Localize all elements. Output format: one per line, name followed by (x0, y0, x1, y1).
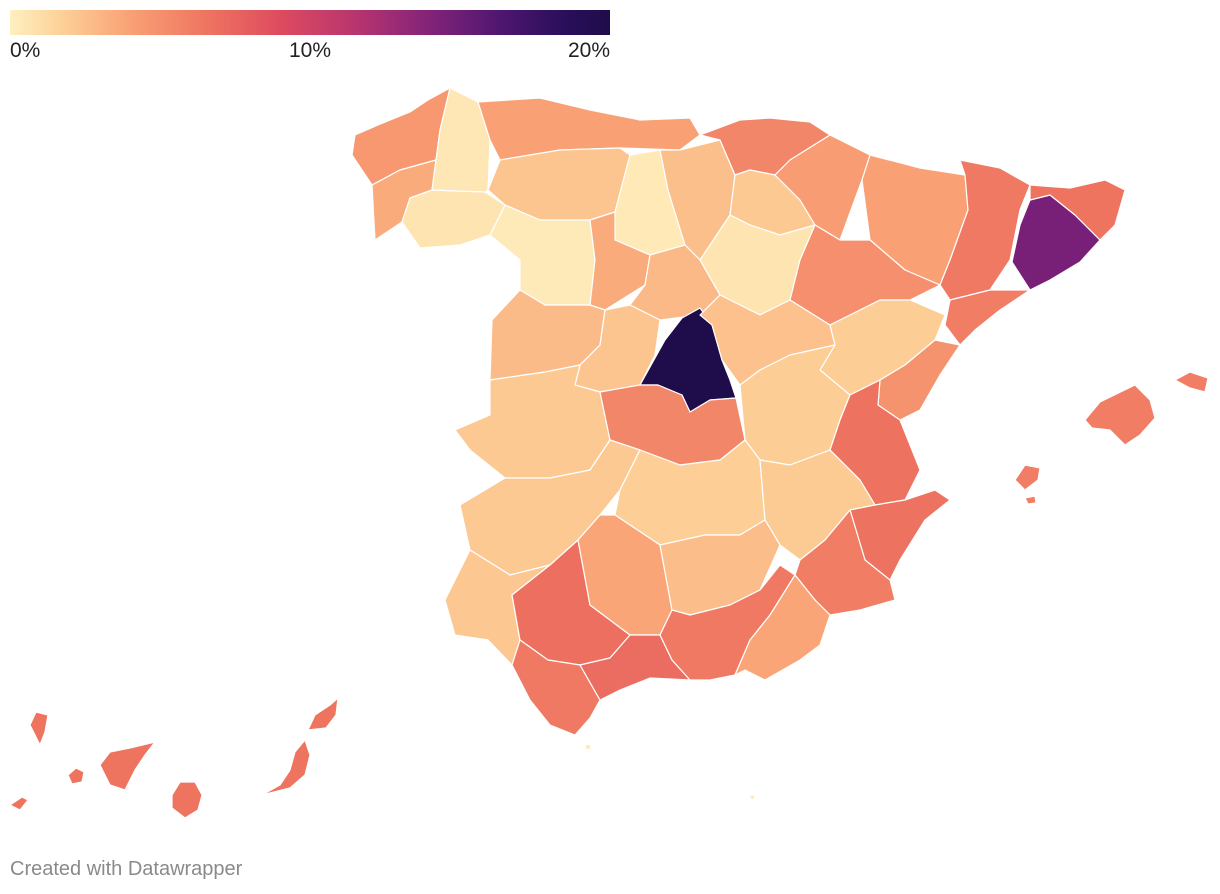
region-gran-canaria[interactable] (171, 781, 203, 819)
color-legend: 0% 10% 20% (10, 10, 610, 65)
region-cantabrian-coast[interactable] (477, 97, 701, 161)
region-tenerife[interactable] (99, 741, 156, 791)
region-catalonia-tarragona[interactable] (944, 289, 1031, 346)
region-catalonia-lleida[interactable] (939, 159, 1031, 301)
legend-gradient-bar (10, 10, 610, 35)
region-la-palma[interactable] (29, 711, 49, 746)
datawrapper-credit: Created with Datawrapper (10, 858, 243, 880)
region-catalonia-girona[interactable] (1029, 179, 1126, 241)
region-el-hierro[interactable] (9, 796, 29, 811)
region-melilla[interactable] (749, 794, 756, 801)
legend-mid-label: 10% (288, 39, 332, 62)
region-castile-west-1[interactable] (489, 204, 596, 306)
region-lanzarote[interactable] (307, 697, 339, 731)
region-fuerteventura[interactable] (261, 739, 311, 796)
region-mallorca[interactable] (1084, 384, 1156, 446)
legend-max-label: 20% (567, 39, 610, 62)
region-ibiza[interactable] (1014, 464, 1041, 505)
region-menorca[interactable] (1174, 371, 1209, 393)
legend-min-label: 0% (10, 39, 41, 62)
region-galicia-south[interactable] (401, 189, 506, 249)
legend-labels: 0% 10% 20% (10, 35, 610, 65)
region-cadiz[interactable] (511, 639, 601, 736)
region-la-gomera[interactable] (67, 767, 85, 785)
region-almeria[interactable] (734, 574, 831, 681)
region-ceuta[interactable] (584, 743, 592, 751)
